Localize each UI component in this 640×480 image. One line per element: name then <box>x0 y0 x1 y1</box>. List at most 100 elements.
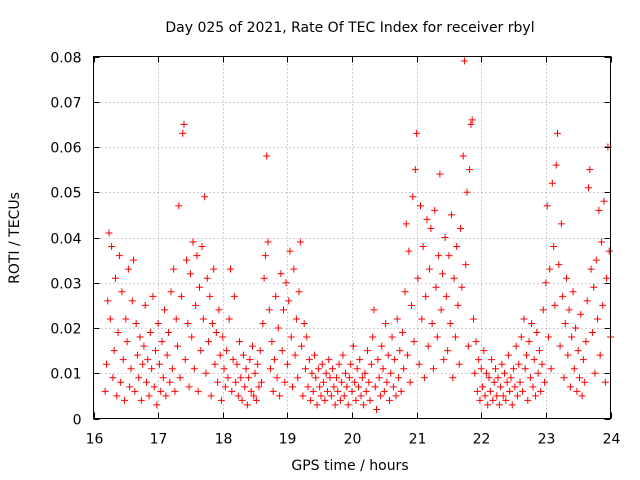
data-point <box>141 301 149 309</box>
data-point <box>395 374 403 382</box>
y-tick-label: 0.01 <box>50 367 81 383</box>
data-point <box>471 369 479 377</box>
data-point <box>499 392 507 400</box>
data-point <box>164 329 172 337</box>
data-point <box>596 351 604 359</box>
data-point <box>369 333 377 341</box>
data-point <box>457 224 465 232</box>
data-point <box>180 120 188 128</box>
data-point <box>123 338 131 346</box>
data-point <box>396 347 404 355</box>
data-point <box>388 333 396 341</box>
data-point <box>555 261 563 269</box>
data-point <box>586 166 594 174</box>
data-point <box>263 152 271 160</box>
data-point <box>404 351 412 359</box>
data-point <box>441 234 449 241</box>
data-point <box>477 365 485 373</box>
data-point <box>440 356 448 364</box>
data-point <box>402 220 410 228</box>
data-point <box>119 356 127 364</box>
data-point <box>322 369 330 377</box>
data-point <box>304 383 312 391</box>
data-series <box>101 57 614 413</box>
data-point <box>362 387 370 395</box>
data-point <box>530 356 538 364</box>
data-point <box>205 338 213 346</box>
data-point <box>159 374 167 382</box>
data-point <box>347 360 355 368</box>
data-point <box>258 378 266 386</box>
data-point <box>605 247 613 255</box>
data-point <box>137 396 145 404</box>
data-point <box>194 387 202 395</box>
data-point <box>548 179 556 187</box>
data-point <box>460 57 468 65</box>
data-point <box>208 319 216 327</box>
data-point <box>246 356 254 364</box>
data-point <box>454 301 462 309</box>
data-point <box>168 365 176 373</box>
data-point <box>357 392 365 400</box>
data-point <box>300 319 308 327</box>
data-point <box>570 365 578 373</box>
data-point <box>507 374 515 382</box>
data-point <box>245 374 253 382</box>
data-point <box>410 338 418 346</box>
data-point <box>198 243 206 251</box>
data-point <box>453 243 461 251</box>
data-point <box>140 342 148 350</box>
data-point <box>476 396 484 404</box>
data-point <box>560 374 568 382</box>
data-point <box>133 351 141 359</box>
data-point <box>351 378 359 386</box>
data-point <box>374 356 382 364</box>
data-point <box>583 297 591 305</box>
y-tick-label: 0.08 <box>50 51 81 67</box>
data-point <box>320 378 328 386</box>
data-point <box>265 306 273 314</box>
data-point <box>154 319 162 327</box>
data-point <box>601 378 609 386</box>
data-point <box>415 360 423 368</box>
data-point <box>188 333 196 341</box>
data-point <box>385 396 393 404</box>
data-point <box>101 387 109 395</box>
data-point <box>227 265 235 273</box>
y-tick-label: 0 <box>73 413 82 429</box>
data-point <box>167 288 175 296</box>
data-point <box>519 387 527 395</box>
data-point <box>578 392 586 400</box>
data-point <box>179 129 187 137</box>
data-point <box>533 329 541 337</box>
data-point <box>259 319 267 327</box>
data-point <box>497 383 505 391</box>
data-point <box>176 374 184 382</box>
grid-lines <box>93 56 611 419</box>
data-point <box>566 383 574 391</box>
data-point <box>186 270 194 278</box>
data-point <box>382 319 390 327</box>
data-point <box>603 274 611 282</box>
data-point <box>467 120 475 128</box>
data-point <box>340 392 348 400</box>
data-point <box>582 338 590 346</box>
data-point <box>314 365 322 373</box>
data-point <box>485 374 493 382</box>
data-point <box>352 396 360 404</box>
data-point <box>464 342 472 350</box>
data-point <box>480 347 488 355</box>
data-point <box>380 387 388 395</box>
x-tick-label: 17 <box>150 432 168 448</box>
data-point <box>121 396 129 404</box>
data-point <box>506 387 514 395</box>
data-point <box>376 392 384 400</box>
data-point <box>276 392 284 400</box>
data-point <box>166 378 174 386</box>
data-point <box>158 338 166 346</box>
data-point <box>521 365 529 373</box>
data-point <box>428 319 436 327</box>
data-point <box>109 374 117 382</box>
data-point <box>216 351 224 359</box>
y-axis-label: ROTI / TECUs <box>7 192 23 284</box>
